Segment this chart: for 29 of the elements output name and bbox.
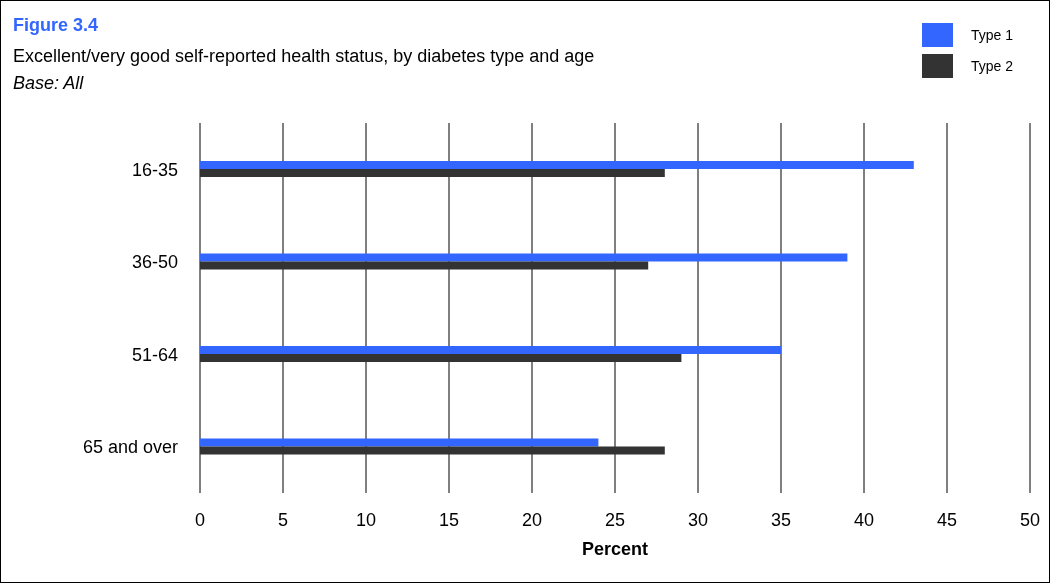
x-tick-label: 30 [687,509,709,530]
x-tick-label: 5 [277,509,289,530]
x-tick-label: 50 [1019,509,1041,530]
bar [200,345,781,354]
x-tick-label: 45 [936,509,958,530]
bar [200,438,599,447]
legend-label: Type 2 [970,57,1013,74]
bar [200,353,682,362]
x-axis-title: Percent [580,539,649,560]
text: Base: All [13,73,84,94]
x-tick-label: 20 [521,509,543,530]
y-tick-label: 51-64 [131,344,178,365]
legend-label: Type 1 [970,26,1013,43]
bar [200,446,665,455]
x-tick-label: 0 [194,509,206,530]
bar [200,168,665,177]
text: Figure 3.4 [13,15,99,36]
x-tick-label: 40 [853,509,875,530]
x-tick-label: 35 [770,509,792,530]
x-tick-label: 10 [355,509,377,530]
x-tick-label: 25 [604,509,626,530]
y-tick-label: 65 and over [82,437,178,458]
bar [200,160,914,169]
bar [200,253,848,262]
y-tick-label: 16-35 [131,159,178,180]
y-tick-label: 36-50 [131,252,178,273]
bar [200,261,649,270]
x-tick-label: 15 [438,509,460,530]
chart-subtitle: Excellent/very good self-reported health status, by diabetes type and age [13,46,595,67]
